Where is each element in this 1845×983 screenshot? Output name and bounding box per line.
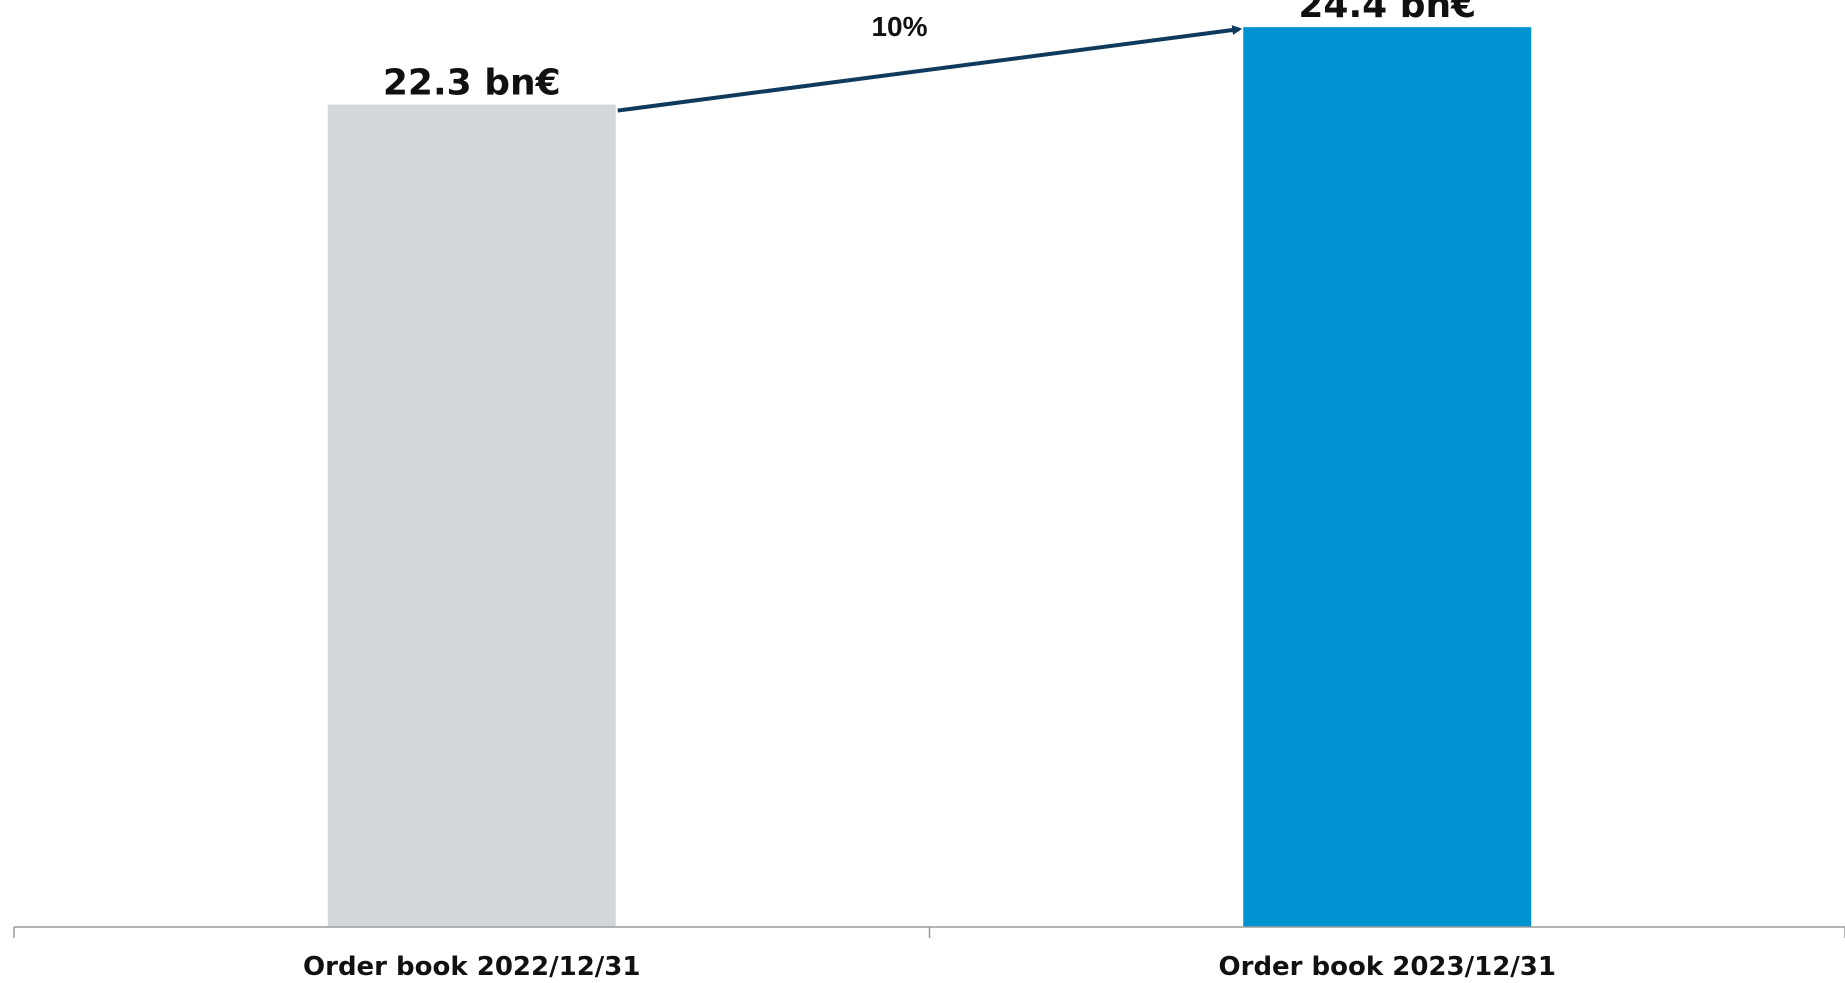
bars-group	[327, 27, 1532, 928]
data-label-2: 24.4 bn€	[1298, 0, 1476, 26]
category-label-1: Order book 2022/12/31	[303, 952, 640, 982]
x-axis	[13, 926, 1845, 938]
growth-label: 10%	[871, 11, 927, 42]
data-label-1: 22.3 bn€	[383, 63, 561, 104]
annotation-group: 10%	[617, 11, 1243, 113]
category-label-2: Order book 2023/12/31	[1219, 952, 1556, 982]
labels-group: 22.3 bn€ Order book 2022/12/31 24.4 bn€ Ord…	[303, 0, 1556, 982]
growth-arrow	[617, 25, 1243, 113]
bar-2	[1243, 27, 1532, 928]
bar-1	[327, 104, 616, 928]
